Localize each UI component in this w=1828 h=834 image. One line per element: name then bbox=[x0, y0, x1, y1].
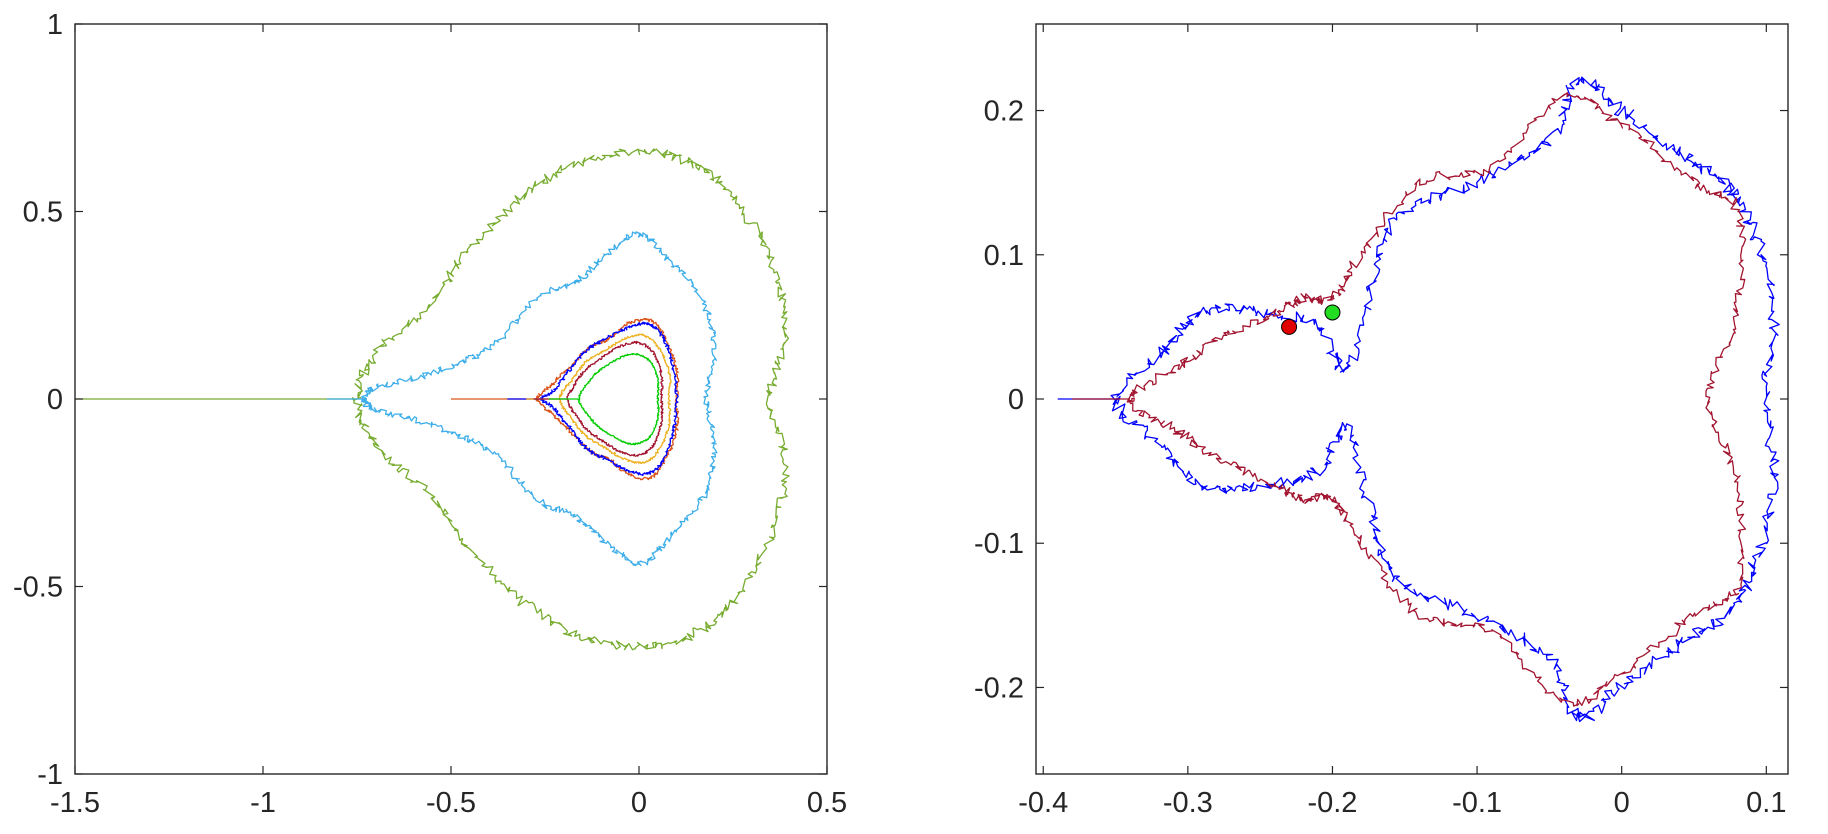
series-0-outline bbox=[351, 148, 790, 651]
y-tick-label: 0.2 bbox=[984, 96, 1024, 128]
marker-point-1 bbox=[1324, 304, 1341, 321]
y-tick-label: 0 bbox=[1008, 384, 1024, 416]
plot-area bbox=[75, 148, 790, 651]
x-tick-label: 0 bbox=[1614, 787, 1630, 819]
series-0-outline bbox=[1110, 76, 1780, 723]
x-tick-label: -0.4 bbox=[1018, 787, 1068, 819]
x-tick-label: -0.2 bbox=[1307, 787, 1357, 819]
x-tick-label: -0.5 bbox=[426, 787, 476, 819]
y-tick-label: 0.5 bbox=[23, 197, 63, 229]
x-tick-label: 0.1 bbox=[1746, 787, 1786, 819]
mandelbrot-zoom-panel: -0.4 -0.3 -0.2 -0.1 0 0.1 -0.2 -0.1 0 0.1 0.2 bbox=[974, 23, 1789, 819]
y-tick-label: 0 bbox=[47, 384, 63, 416]
series-1-outline bbox=[361, 231, 718, 567]
plot-area bbox=[1057, 76, 1780, 723]
x-tick-label: -0.3 bbox=[1163, 787, 1213, 819]
y-tick-label: 0.1 bbox=[984, 240, 1024, 272]
y-tick-label: -0.1 bbox=[974, 528, 1024, 560]
x-tick-label: -0.1 bbox=[1452, 787, 1502, 819]
series-1-outline bbox=[1126, 92, 1747, 707]
y-tick-label: -0.5 bbox=[13, 572, 63, 604]
y-tick-label: -1 bbox=[37, 759, 63, 791]
x-tick-label: 0.5 bbox=[807, 787, 847, 819]
y-tick-label: 1 bbox=[47, 9, 63, 41]
y-tick-label: -0.2 bbox=[974, 672, 1024, 704]
axes-frame bbox=[1035, 23, 1789, 775]
x-tick-label: 0 bbox=[631, 787, 647, 819]
series-6-outline bbox=[577, 352, 660, 446]
series-4-outline bbox=[558, 333, 672, 465]
x-tick-label: -1.5 bbox=[50, 787, 100, 819]
marker-point-0 bbox=[1281, 318, 1298, 335]
x-tick-label: -1 bbox=[250, 787, 276, 819]
mandelbrot-overview-panel: -1.5 -1 -0.5 0 0.5-1-0.500.51 bbox=[13, 9, 847, 819]
